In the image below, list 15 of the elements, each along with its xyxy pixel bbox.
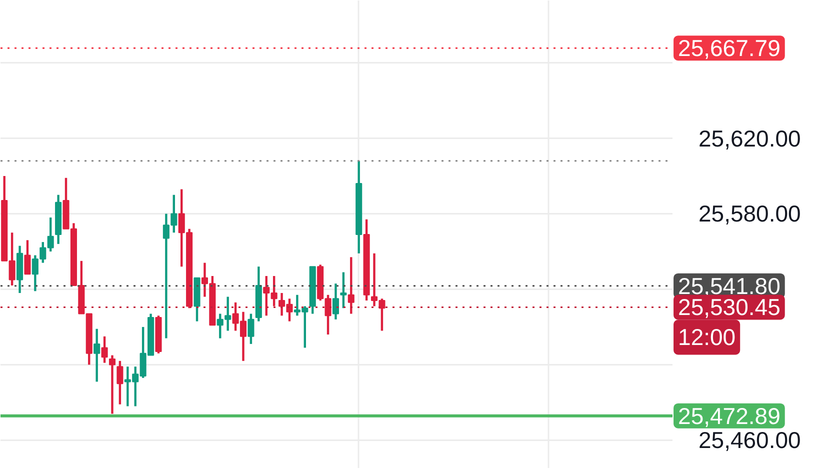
candlestick [248, 312, 254, 346]
candlestick [340, 271, 347, 310]
y-tick-label: 25,460.00 [698, 427, 801, 454]
candlestick [24, 239, 31, 276]
candlestick [94, 328, 100, 383]
candlestick [332, 282, 340, 321]
ref-line-label: 25,472.89 [678, 402, 780, 429]
y-tick-label: 25,580.00 [698, 200, 801, 227]
ref-line-label: 25,667.79 [678, 35, 780, 62]
candlestick [348, 256, 354, 315]
candlestick [116, 360, 124, 406]
candlestick [108, 354, 116, 415]
y-tick-label: 25,620.00 [698, 125, 801, 152]
annotation: 12:00 [678, 324, 736, 350]
candlestick [101, 335, 108, 364]
